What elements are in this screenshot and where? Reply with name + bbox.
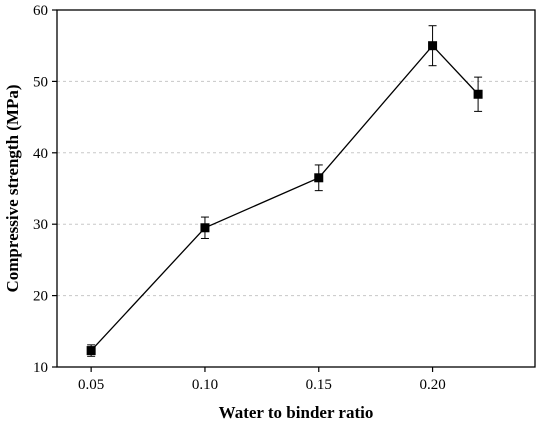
y-axis-ticks: 10 20 30 40 50 60 bbox=[33, 3, 57, 376]
data-point bbox=[200, 223, 210, 233]
data-point bbox=[86, 346, 96, 356]
y-tick-label: 30 bbox=[33, 217, 48, 233]
x-tick-label: 0.05 bbox=[78, 377, 104, 393]
x-tick-label: 0.10 bbox=[192, 377, 218, 393]
y-tick-label: 10 bbox=[33, 360, 48, 376]
x-axis-ticks: 0.05 0.10 0.15 0.20 bbox=[78, 367, 446, 393]
grid-lines bbox=[57, 80, 535, 297]
series-group bbox=[86, 25, 483, 357]
y-tick-label: 40 bbox=[33, 146, 48, 162]
y-tick-label: 50 bbox=[33, 74, 48, 90]
data-point bbox=[473, 89, 483, 99]
x-tick-label: 0.20 bbox=[419, 377, 445, 393]
x-axis-label: Water to binder ratio bbox=[219, 403, 374, 422]
plot-frame bbox=[56, 9, 536, 368]
data-point bbox=[314, 173, 324, 183]
series-line bbox=[90, 44, 479, 352]
y-tick-label: 20 bbox=[33, 289, 48, 305]
x-tick-label: 0.15 bbox=[306, 377, 332, 393]
plot-border bbox=[56, 9, 536, 368]
y-axis-label: Compressive strength (MPa) bbox=[3, 84, 22, 292]
y-tick-label: 60 bbox=[33, 3, 48, 19]
data-point bbox=[428, 41, 438, 51]
